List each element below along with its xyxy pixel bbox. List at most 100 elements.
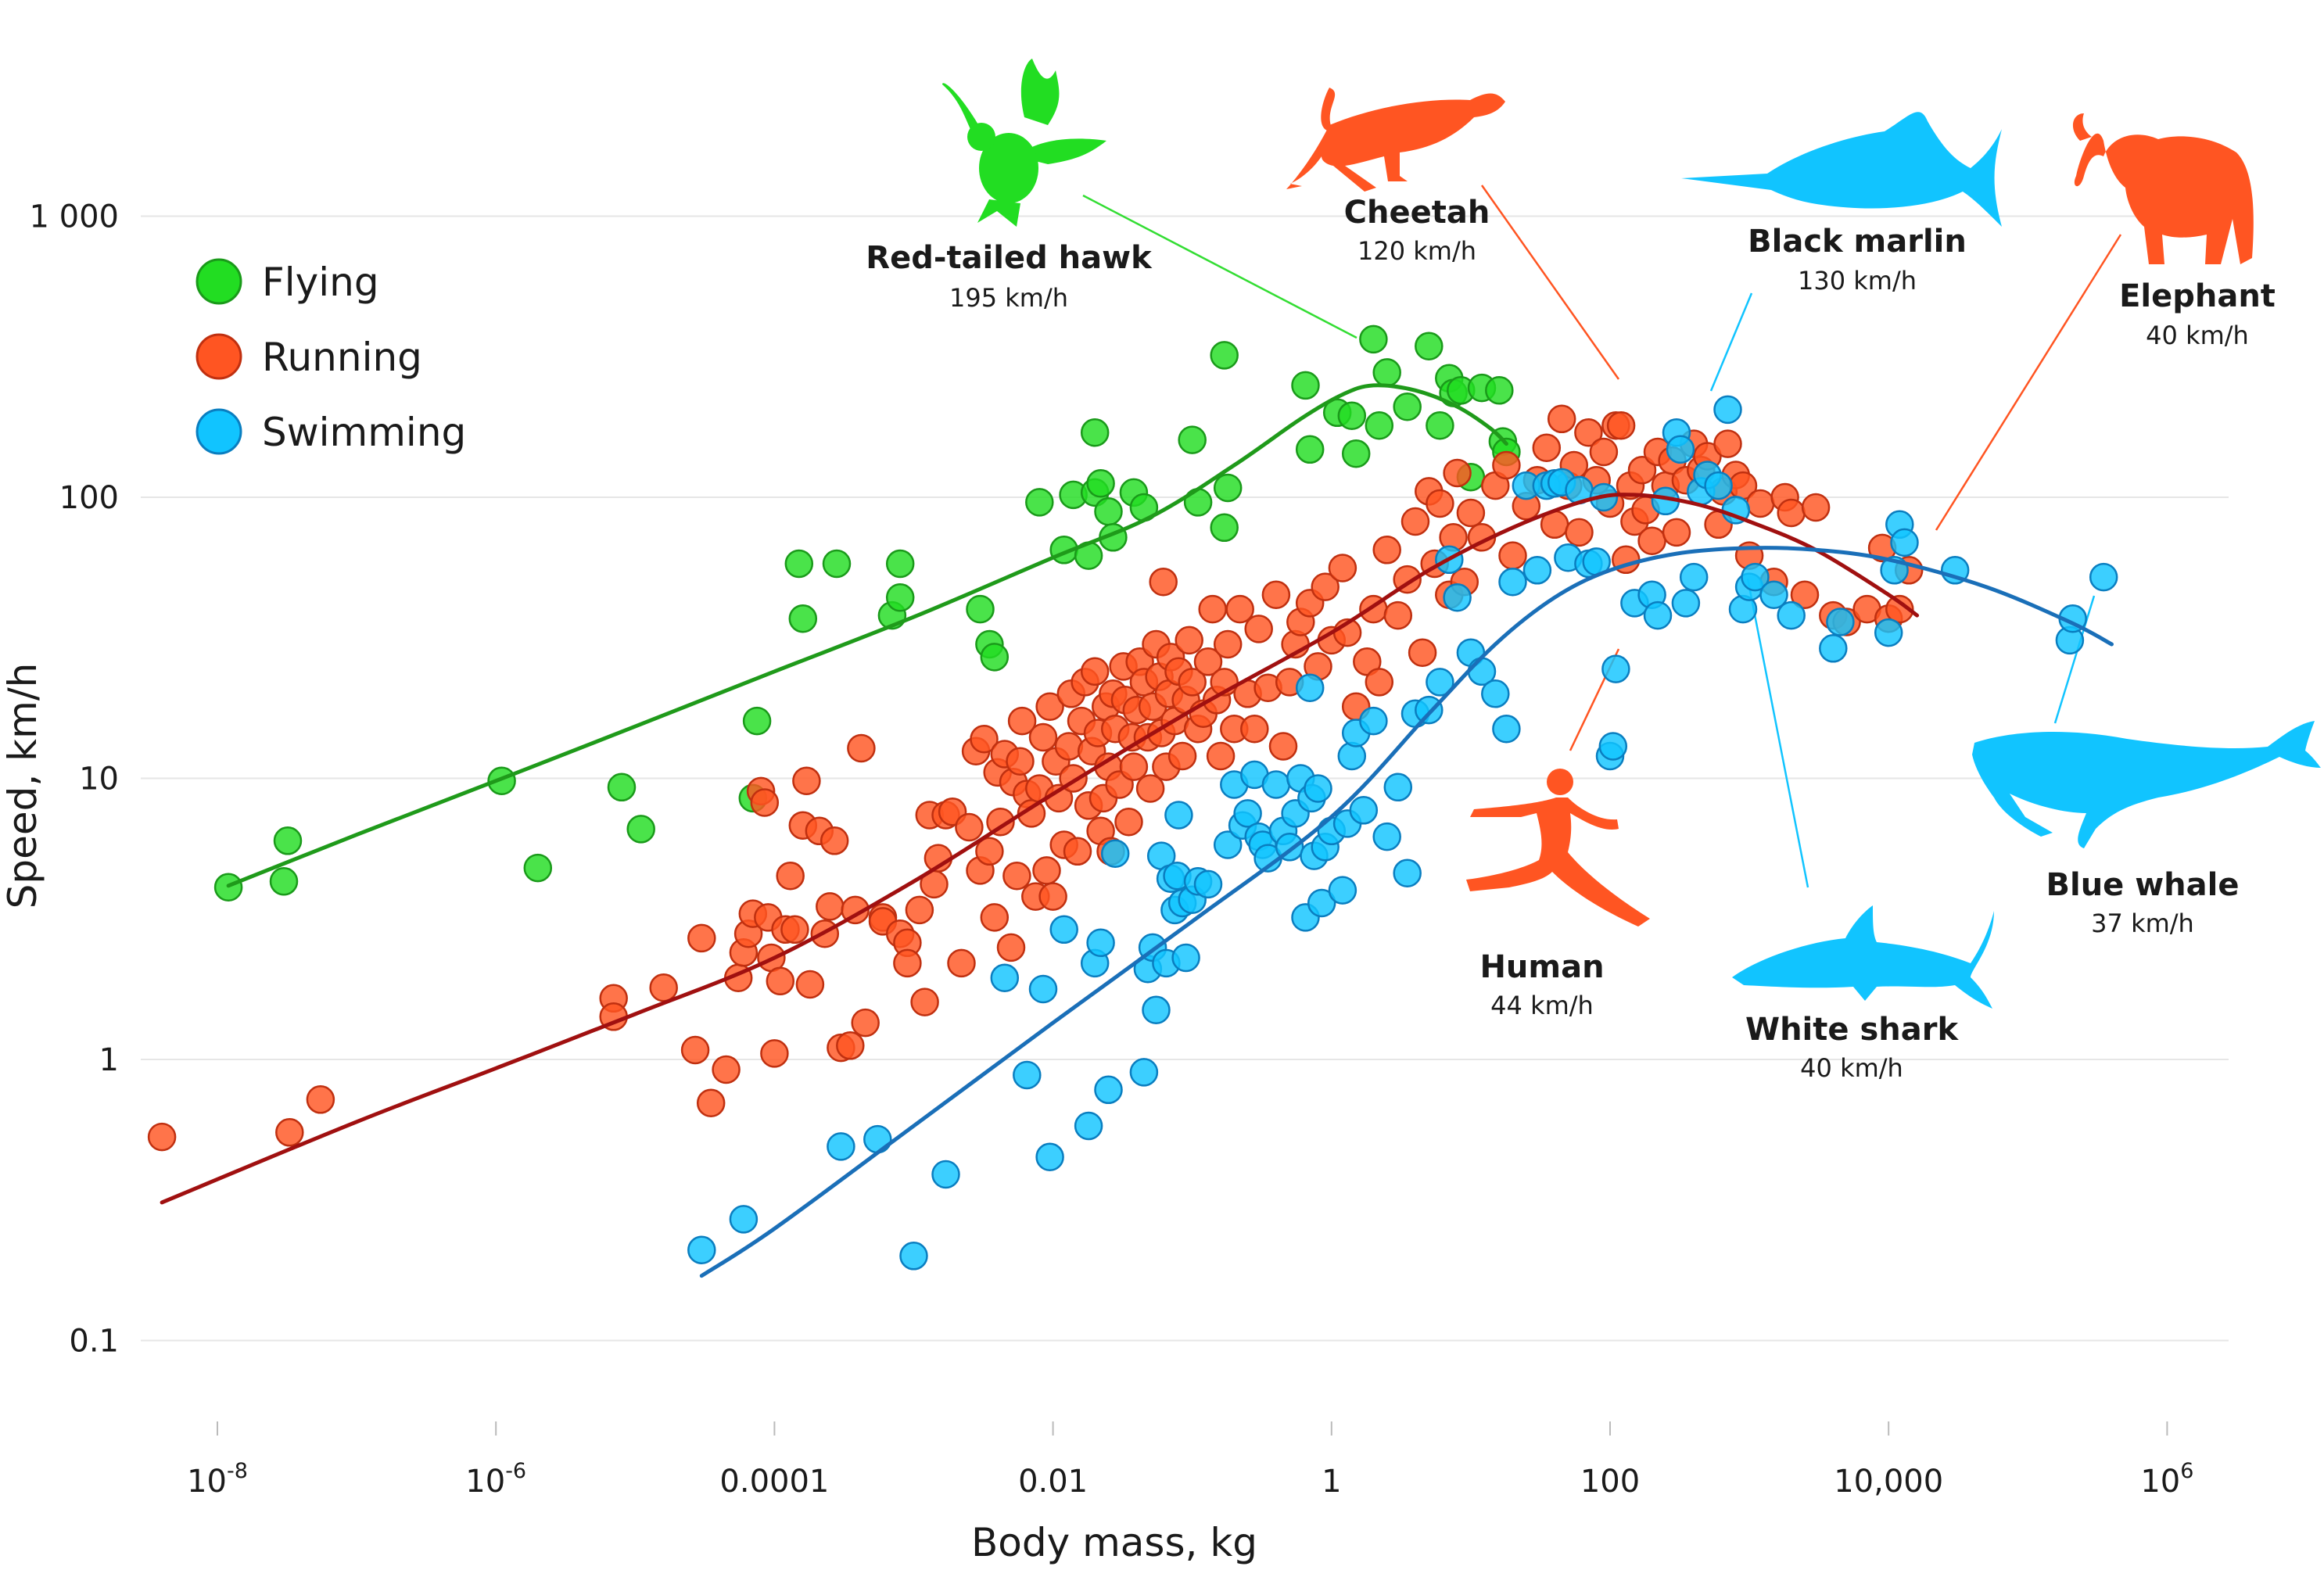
x-tick-label: 0.0001 bbox=[719, 1464, 829, 1500]
running-point bbox=[687, 923, 716, 953]
annotation-name: White shark bbox=[1745, 1012, 1959, 1048]
swimming-point bbox=[687, 1235, 716, 1264]
flying-point bbox=[966, 594, 995, 624]
running-point bbox=[776, 861, 805, 891]
swimming-point bbox=[1304, 774, 1332, 803]
running-point bbox=[1119, 752, 1149, 781]
x-axis-ticks: 10-8 10-6 0.0001 0.01 1 100 10,000 106 bbox=[187, 1421, 2193, 1500]
running-point bbox=[1574, 418, 1603, 447]
annotation-white-shark: White shark 40 km/h bbox=[1745, 1012, 1959, 1083]
flying-point bbox=[1372, 358, 1401, 387]
swimming-point bbox=[1826, 608, 1855, 636]
swimming-point bbox=[990, 963, 1020, 992]
running-point bbox=[816, 892, 845, 921]
swimming-point bbox=[729, 1205, 759, 1234]
running-point bbox=[275, 1118, 304, 1147]
series-flying bbox=[213, 324, 1521, 901]
running-point bbox=[1492, 450, 1521, 480]
running-point bbox=[1565, 518, 1594, 547]
running-point bbox=[1038, 882, 1067, 911]
swimming-point bbox=[1035, 1142, 1064, 1171]
swimming-point bbox=[1213, 830, 1243, 859]
swimming-point bbox=[1129, 1058, 1159, 1087]
running-point bbox=[1400, 507, 1430, 536]
annotation-name: Black marlin bbox=[1748, 224, 1967, 260]
running-point bbox=[1456, 498, 1486, 528]
running-point bbox=[1193, 647, 1223, 676]
x-tick-label: 0.01 bbox=[1018, 1464, 1088, 1500]
running-point bbox=[893, 948, 922, 978]
running-point bbox=[1311, 572, 1340, 601]
legend-label-flying: Flying bbox=[262, 260, 379, 305]
swimming-point bbox=[1819, 634, 1848, 663]
swimming-point bbox=[2089, 562, 2118, 592]
swimming-point bbox=[1028, 974, 1058, 1004]
swimming-point bbox=[1074, 1111, 1103, 1141]
running-point bbox=[1167, 741, 1197, 771]
annotation-speed: 37 km/h bbox=[2091, 909, 2194, 938]
flying-point bbox=[1341, 439, 1371, 468]
legend-item-running: Running bbox=[195, 333, 422, 380]
swimming-point bbox=[1426, 668, 1454, 697]
running-point bbox=[696, 1088, 726, 1117]
flying-point bbox=[1365, 410, 1394, 440]
annotation-name: Blue whale bbox=[2046, 867, 2240, 903]
running-point bbox=[1135, 774, 1165, 803]
annotation-red-tailed-hawk: Red-tailed hawk 195 km/h bbox=[866, 240, 1153, 313]
whale-icon bbox=[1972, 721, 2321, 848]
running-point bbox=[1175, 625, 1203, 655]
annotation-speed: 40 km/h bbox=[2146, 321, 2249, 350]
running-point bbox=[1114, 807, 1143, 837]
annotation-name: Human bbox=[1479, 949, 1604, 985]
leader-line bbox=[1709, 292, 1753, 392]
swimming-point bbox=[1013, 1060, 1042, 1090]
flying-point bbox=[822, 549, 852, 579]
running-point bbox=[955, 812, 984, 842]
running-point bbox=[1547, 404, 1576, 434]
running-point bbox=[841, 895, 870, 925]
annotation-cheetah: Cheetah 120 km/h bbox=[1344, 195, 1490, 266]
running-point bbox=[1532, 433, 1562, 462]
legend-swatch-flying bbox=[195, 258, 242, 305]
swimming-point bbox=[1086, 928, 1115, 958]
flying-point bbox=[1025, 488, 1054, 517]
x-tick-label: 106 bbox=[2140, 1459, 2193, 1500]
swimming-point bbox=[1393, 858, 1422, 887]
running-point bbox=[1637, 526, 1666, 555]
running-point bbox=[1198, 594, 1227, 624]
annotation-blue-whale: Blue whale 37 km/h bbox=[2046, 867, 2240, 938]
running-point bbox=[1054, 732, 1084, 761]
swimming-point bbox=[931, 1160, 960, 1189]
legend-label-swimming: Swimming bbox=[262, 410, 466, 455]
flying-point bbox=[885, 549, 915, 579]
annotation-speed: 120 km/h bbox=[1357, 236, 1476, 266]
flying-point bbox=[626, 815, 655, 844]
series-swimming bbox=[687, 395, 2118, 1271]
hawk-icon bbox=[942, 59, 1106, 227]
running-point bbox=[1365, 668, 1394, 697]
running-point bbox=[1032, 856, 1061, 885]
running-point bbox=[980, 903, 1010, 932]
running-point bbox=[975, 837, 1004, 866]
running-point bbox=[1328, 554, 1357, 582]
swimming-point bbox=[1492, 714, 1521, 744]
running-point bbox=[1408, 638, 1437, 667]
legend-label-running: Running bbox=[262, 335, 422, 380]
flying-point bbox=[1337, 401, 1367, 430]
running-point bbox=[1063, 837, 1092, 866]
swimming-point bbox=[1142, 995, 1171, 1024]
flying-point bbox=[1086, 469, 1115, 498]
swimming-point bbox=[1328, 876, 1357, 905]
swimming-point bbox=[1671, 589, 1701, 618]
running-point bbox=[750, 788, 780, 817]
running-point bbox=[1178, 668, 1207, 697]
flying-point bbox=[784, 549, 814, 579]
running-point bbox=[1801, 493, 1831, 522]
running-point bbox=[1745, 489, 1775, 518]
cheetah-icon bbox=[1286, 88, 1505, 192]
running-point bbox=[1002, 861, 1031, 891]
swimming-point bbox=[1679, 562, 1709, 592]
swimming-point bbox=[1481, 679, 1510, 708]
